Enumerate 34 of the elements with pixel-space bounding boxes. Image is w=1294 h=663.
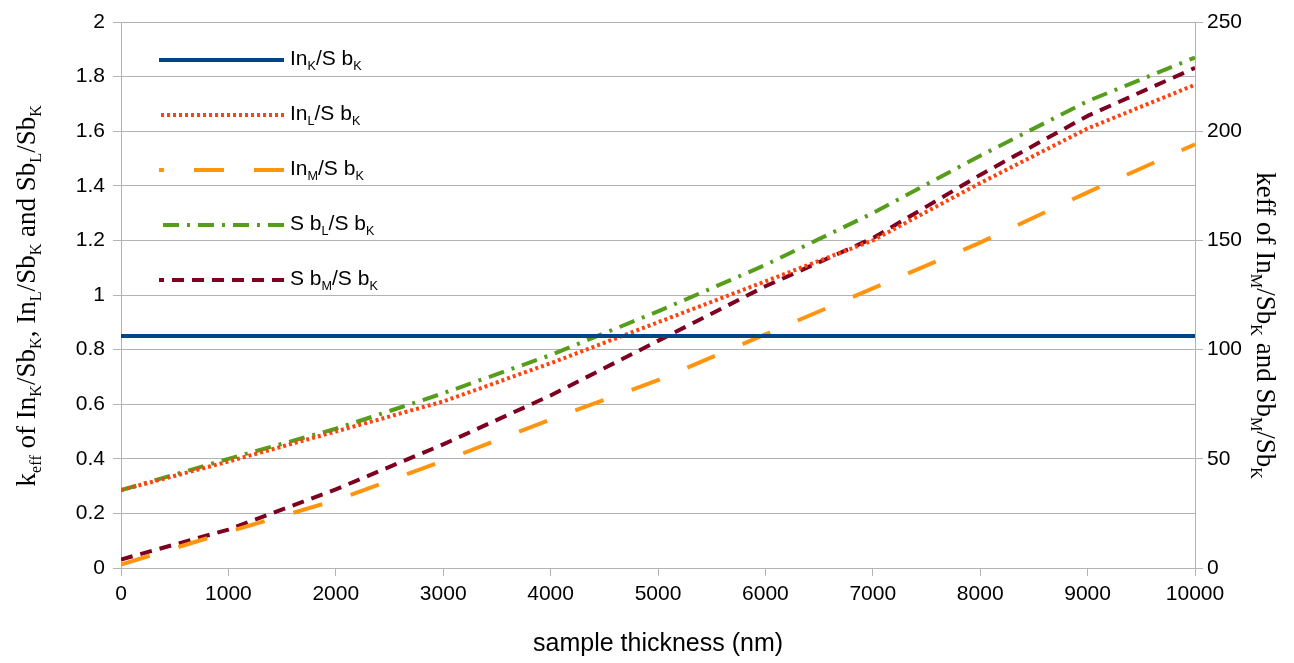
legend-label: S b$_{L}$/S b$_{K}$ xyxy=(290,210,375,239)
legend-label: S b$_{M}$/S b$_{K}$ xyxy=(290,265,378,294)
x-tick-label: 0 xyxy=(115,581,127,605)
legend-label: In$_{K}$/S b$_{K}$ xyxy=(290,45,362,74)
y-tick-label: 0.4 xyxy=(75,445,106,469)
y2-tick-label: 250 xyxy=(1207,8,1243,32)
y2-tick-label: 50 xyxy=(1207,445,1231,469)
x-tick-label: 4000 xyxy=(527,581,574,605)
y-tick-label: 1.8 xyxy=(75,63,105,87)
y-tick-label: 2 xyxy=(93,8,105,32)
y-tick-label: 0.8 xyxy=(75,336,105,360)
y-tick-label: 1 xyxy=(93,281,105,305)
y-tick-label: 0.2 xyxy=(75,500,105,524)
y2-tick-label: 0 xyxy=(1207,554,1219,578)
x-tick-label: 8000 xyxy=(956,581,1004,605)
x-tick-label: 9000 xyxy=(1064,581,1111,605)
x-tick-label: 3000 xyxy=(419,581,467,605)
y-tick-label: 1.2 xyxy=(75,227,105,251)
x-tick-label: 2000 xyxy=(312,581,360,605)
legend-label: In$_{M}$/S b$_{K}$ xyxy=(290,155,364,184)
y2-tick-label: 100 xyxy=(1207,336,1243,360)
y-tick-label: 0.6 xyxy=(75,391,105,414)
x-tick-label: 10000 xyxy=(1165,581,1225,605)
y-tick-label: 1.4 xyxy=(75,172,106,196)
y2-tick-label: 150 xyxy=(1207,227,1243,251)
x-tick-label: 1000 xyxy=(205,581,252,605)
y-tick-label: 0 xyxy=(93,554,105,578)
legend-label: In$_{L}$/S b$_{K}$ xyxy=(290,100,361,129)
x-tick-label: 5000 xyxy=(634,581,682,605)
x-axis-title: sample thickness (nm) xyxy=(533,628,784,657)
x-tick-label: 6000 xyxy=(742,581,789,605)
y-tick-label: 1.6 xyxy=(75,118,105,141)
y2-tick-label: 200 xyxy=(1207,118,1243,141)
x-tick-label: 7000 xyxy=(849,581,897,605)
